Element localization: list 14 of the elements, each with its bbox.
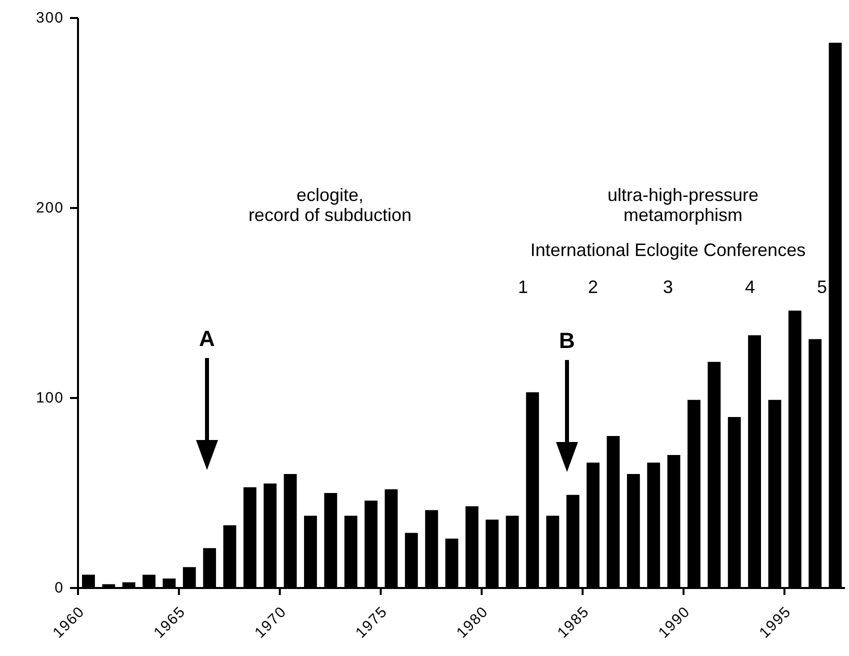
y-tick-label: 100 xyxy=(36,390,64,406)
y-tick-label: 0 xyxy=(54,580,64,596)
annotation: 4 xyxy=(744,277,756,297)
annotation: 3 xyxy=(662,277,674,297)
annotation: 5 xyxy=(816,277,828,297)
y-tick-label: 300 xyxy=(36,10,64,26)
annotation: International Eclogite Conferences xyxy=(530,240,806,260)
annotation: B xyxy=(559,328,575,353)
annotation: 2 xyxy=(588,277,598,297)
annotation: ultra-high-pressure metamorphism xyxy=(607,185,759,225)
annotation: eclogite, record of subduction xyxy=(248,185,412,225)
annotation: A xyxy=(199,326,216,351)
annotation: 1 xyxy=(518,277,528,297)
y-tick-label: 200 xyxy=(36,200,64,216)
